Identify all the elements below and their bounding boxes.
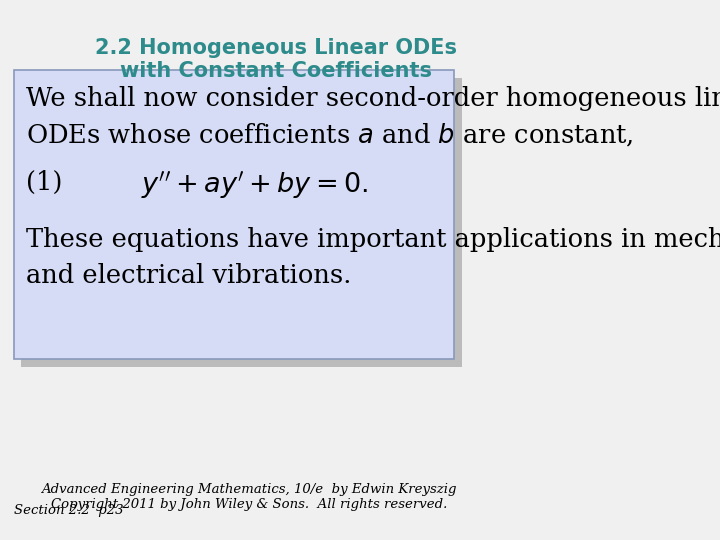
Text: Section 2.2  p23: Section 2.2 p23: [14, 504, 124, 517]
Text: and electrical vibrations.: and electrical vibrations.: [26, 263, 351, 288]
Text: These equations have important applications in mechanical: These equations have important applicati…: [26, 227, 720, 252]
Text: We shall now consider second-order homogeneous linear: We shall now consider second-order homog…: [26, 86, 720, 111]
Text: 2.2 Homogeneous Linear ODEs
with Constant Coefficients: 2.2 Homogeneous Linear ODEs with Constan…: [95, 38, 456, 81]
Text: Advanced Engineering Mathematics, 10/e  by Edwin Kreyszig
Copyright 2011 by John: Advanced Engineering Mathematics, 10/e b…: [41, 483, 456, 511]
Text: (1): (1): [26, 170, 62, 195]
FancyBboxPatch shape: [14, 70, 454, 359]
Text: $y'' + ay' + by = 0.$: $y'' + ay' + by = 0.$: [141, 169, 369, 201]
FancyBboxPatch shape: [21, 78, 462, 367]
Text: ODEs whose coefficients $a$ and $b$ are constant,: ODEs whose coefficients $a$ and $b$ are …: [26, 122, 634, 148]
